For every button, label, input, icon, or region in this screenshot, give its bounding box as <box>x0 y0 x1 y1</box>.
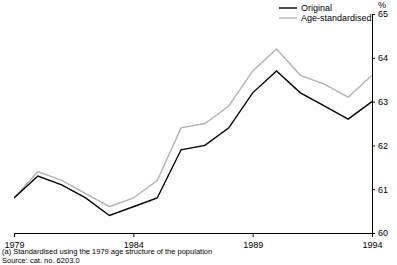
lines <box>14 49 372 215</box>
x-tick-mark <box>14 233 15 237</box>
y-tick-mark <box>372 233 375 234</box>
y-tick-mark <box>372 58 375 59</box>
y-tick-mark <box>372 102 375 103</box>
x-axis-line <box>15 233 373 234</box>
plot-area: 1979198419891994606162636465 <box>4 9 388 250</box>
chart: 1979198419891994606162636465%OriginalAge… <box>0 0 397 265</box>
footnote: Source: cat. no. 6203.0 <box>2 256 80 265</box>
y-tick-label: 63 <box>378 97 388 107</box>
y-tick: 62 <box>372 141 388 151</box>
y-tick-mark <box>372 145 375 146</box>
x-tick-label: 1994 <box>362 240 382 250</box>
legend-item: Original <box>279 3 332 13</box>
legend-label: Original <box>301 3 332 13</box>
footnote: (a) Standardised using the 1979 age stru… <box>2 247 212 256</box>
legend: OriginalAge-standardised <box>279 3 372 23</box>
y-tick: 64 <box>372 53 388 63</box>
legend-swatch <box>279 7 297 8</box>
x-tick: 1989 <box>243 233 263 250</box>
y-tick-mark <box>372 14 375 15</box>
y-axis: 60 61 62 63 64 65 <box>372 9 388 238</box>
y-tick-label: 65 <box>378 9 388 19</box>
y-tick: 61 <box>372 185 388 195</box>
y-axis-label: % <box>378 0 386 10</box>
y-tick: 65 <box>372 9 388 19</box>
x-tick-label: 1989 <box>243 240 263 250</box>
x-tick-mark <box>133 233 134 237</box>
y-tick-label: 62 <box>378 141 388 151</box>
legend-label: Age-standardised <box>301 13 372 23</box>
y-axis-line <box>372 15 373 234</box>
y-tick-label: 61 <box>378 185 388 195</box>
y-tick-label: 60 <box>378 228 388 238</box>
legend-swatch <box>279 17 297 18</box>
series-line <box>14 71 372 216</box>
x-tick-mark <box>253 233 254 237</box>
y-tick-label: 64 <box>378 53 388 63</box>
y-tick: 63 <box>372 97 388 107</box>
y-tick: 60 <box>372 228 388 238</box>
legend-item: Age-standardised <box>279 13 372 23</box>
series-line <box>14 49 372 207</box>
y-tick-mark <box>372 189 375 190</box>
